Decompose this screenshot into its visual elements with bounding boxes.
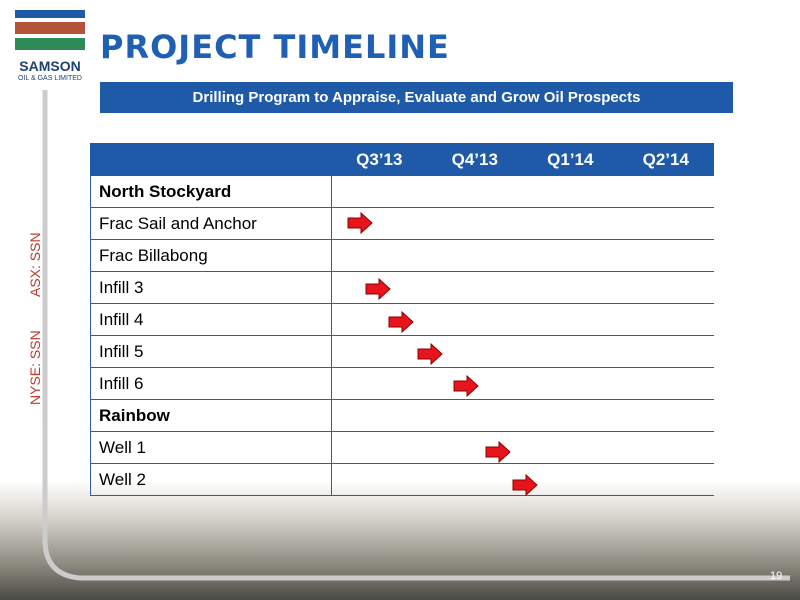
cell (522, 239, 618, 272)
cell (522, 367, 618, 400)
cell (427, 239, 523, 272)
timeline-arrow (453, 375, 479, 397)
cell (618, 271, 714, 304)
row-label: Infill 3 (90, 271, 332, 304)
logo-tagline: OIL & GAS LIMITED (18, 75, 82, 82)
header-row: Q3’13 Q4’13 Q1’14 Q2’14 (90, 143, 714, 176)
cell (427, 399, 523, 432)
timeline-arrow (485, 441, 511, 463)
cell (618, 239, 714, 272)
cell (331, 239, 427, 272)
table-row: Infill 6 (90, 367, 714, 400)
row-label: Infill 5 (90, 335, 332, 368)
cell (427, 207, 523, 240)
column-header: Q4’13 (426, 143, 523, 176)
side-label: ASX: SSN (27, 232, 43, 297)
table-row: Infill 5 (90, 335, 714, 368)
cell (522, 399, 618, 432)
cell (331, 335, 427, 368)
side-label: NYSE: SSN (27, 330, 43, 405)
row-label: Frac Sail and Anchor (90, 207, 332, 240)
table-row: North Stockyard (90, 175, 714, 208)
cell (427, 175, 523, 208)
cell (522, 271, 618, 304)
cell (331, 175, 427, 208)
row-label: Well 1 (90, 431, 332, 464)
row-label: Infill 4 (90, 303, 332, 336)
subtitle: Drilling Program to Appraise, Evaluate a… (100, 82, 733, 113)
table-row: Frac Sail and Anchor (90, 207, 714, 240)
cell (331, 463, 427, 496)
row-label: Rainbow (90, 399, 332, 432)
table-row: Infill 3 (90, 271, 714, 304)
cell (331, 399, 427, 432)
column-header: Q3’13 (331, 143, 428, 176)
cell (522, 463, 618, 496)
header-cell (90, 143, 332, 176)
table-row: Frac Billabong (90, 239, 714, 272)
cell (427, 463, 523, 496)
timeline-arrow (512, 474, 538, 496)
table-row: Rainbow (90, 399, 714, 432)
row-label: Frac Billabong (90, 239, 332, 272)
page-number: 19 (770, 570, 783, 582)
logo-name: SAMSON (19, 58, 81, 74)
cell (618, 399, 714, 432)
table-row: Well 1 (90, 431, 714, 464)
cell (427, 431, 523, 464)
table-row: Infill 4 (90, 303, 714, 336)
timeline-table: Q3’13 Q4’13 Q1’14 Q2’14 North Stockyard Frac … (90, 143, 714, 496)
timeline-arrow (365, 278, 391, 300)
table-row: Well 2 (90, 463, 714, 496)
cell (618, 175, 714, 208)
cell (522, 431, 618, 464)
timeline-arrow (417, 343, 443, 365)
cell (618, 335, 714, 368)
cell (331, 367, 427, 400)
cell (522, 207, 618, 240)
cell (331, 207, 427, 240)
cell (618, 303, 714, 336)
timeline-arrow (347, 212, 373, 234)
column-header: Q1’14 (522, 143, 619, 176)
cell (618, 463, 714, 496)
cell (618, 367, 714, 400)
cell (618, 207, 714, 240)
title: PROJECT TIMELINE (100, 28, 450, 66)
cell (331, 431, 427, 464)
row-label: North Stockyard (90, 175, 332, 208)
row-label: Infill 6 (90, 367, 332, 400)
cell (522, 303, 618, 336)
cell (427, 303, 523, 336)
row-label: Well 2 (90, 463, 332, 496)
cell (522, 335, 618, 368)
cell (522, 175, 618, 208)
cell (427, 271, 523, 304)
timeline-arrow (388, 311, 414, 333)
column-header: Q2’14 (617, 143, 714, 176)
cell (618, 431, 714, 464)
